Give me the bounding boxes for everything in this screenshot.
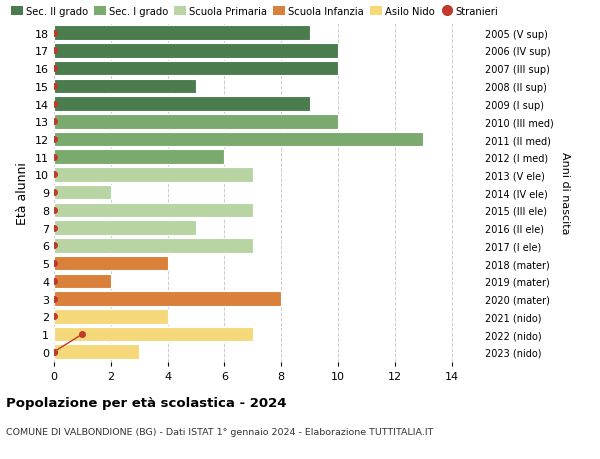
Bar <box>54 291 281 306</box>
Text: COMUNE DI VALBONDIONE (BG) - Dati ISTAT 1° gennaio 2024 - Elaborazione TUTTITALI: COMUNE DI VALBONDIONE (BG) - Dati ISTAT … <box>6 427 433 436</box>
Bar <box>54 133 423 147</box>
Bar <box>54 345 139 359</box>
Bar <box>54 62 338 76</box>
Bar <box>54 97 310 112</box>
Legend: Sec. II grado, Sec. I grado, Scuola Primaria, Scuola Infanzia, Asilo Nido, Stran: Sec. II grado, Sec. I grado, Scuola Prim… <box>11 7 499 17</box>
Bar <box>54 309 167 324</box>
Bar <box>54 274 111 289</box>
Bar <box>54 203 253 218</box>
Bar <box>54 26 310 41</box>
Bar <box>54 256 167 271</box>
Y-axis label: Anni di nascita: Anni di nascita <box>560 151 570 234</box>
Text: Popolazione per età scolastica - 2024: Popolazione per età scolastica - 2024 <box>6 396 287 409</box>
Bar <box>54 168 253 182</box>
Bar <box>54 221 196 235</box>
Bar <box>54 327 253 341</box>
Y-axis label: Età alunni: Età alunni <box>16 162 29 224</box>
Bar <box>54 79 196 94</box>
Bar <box>54 150 224 165</box>
Bar <box>54 115 338 129</box>
Bar <box>54 239 253 253</box>
Bar <box>54 185 111 200</box>
Bar <box>54 44 338 58</box>
